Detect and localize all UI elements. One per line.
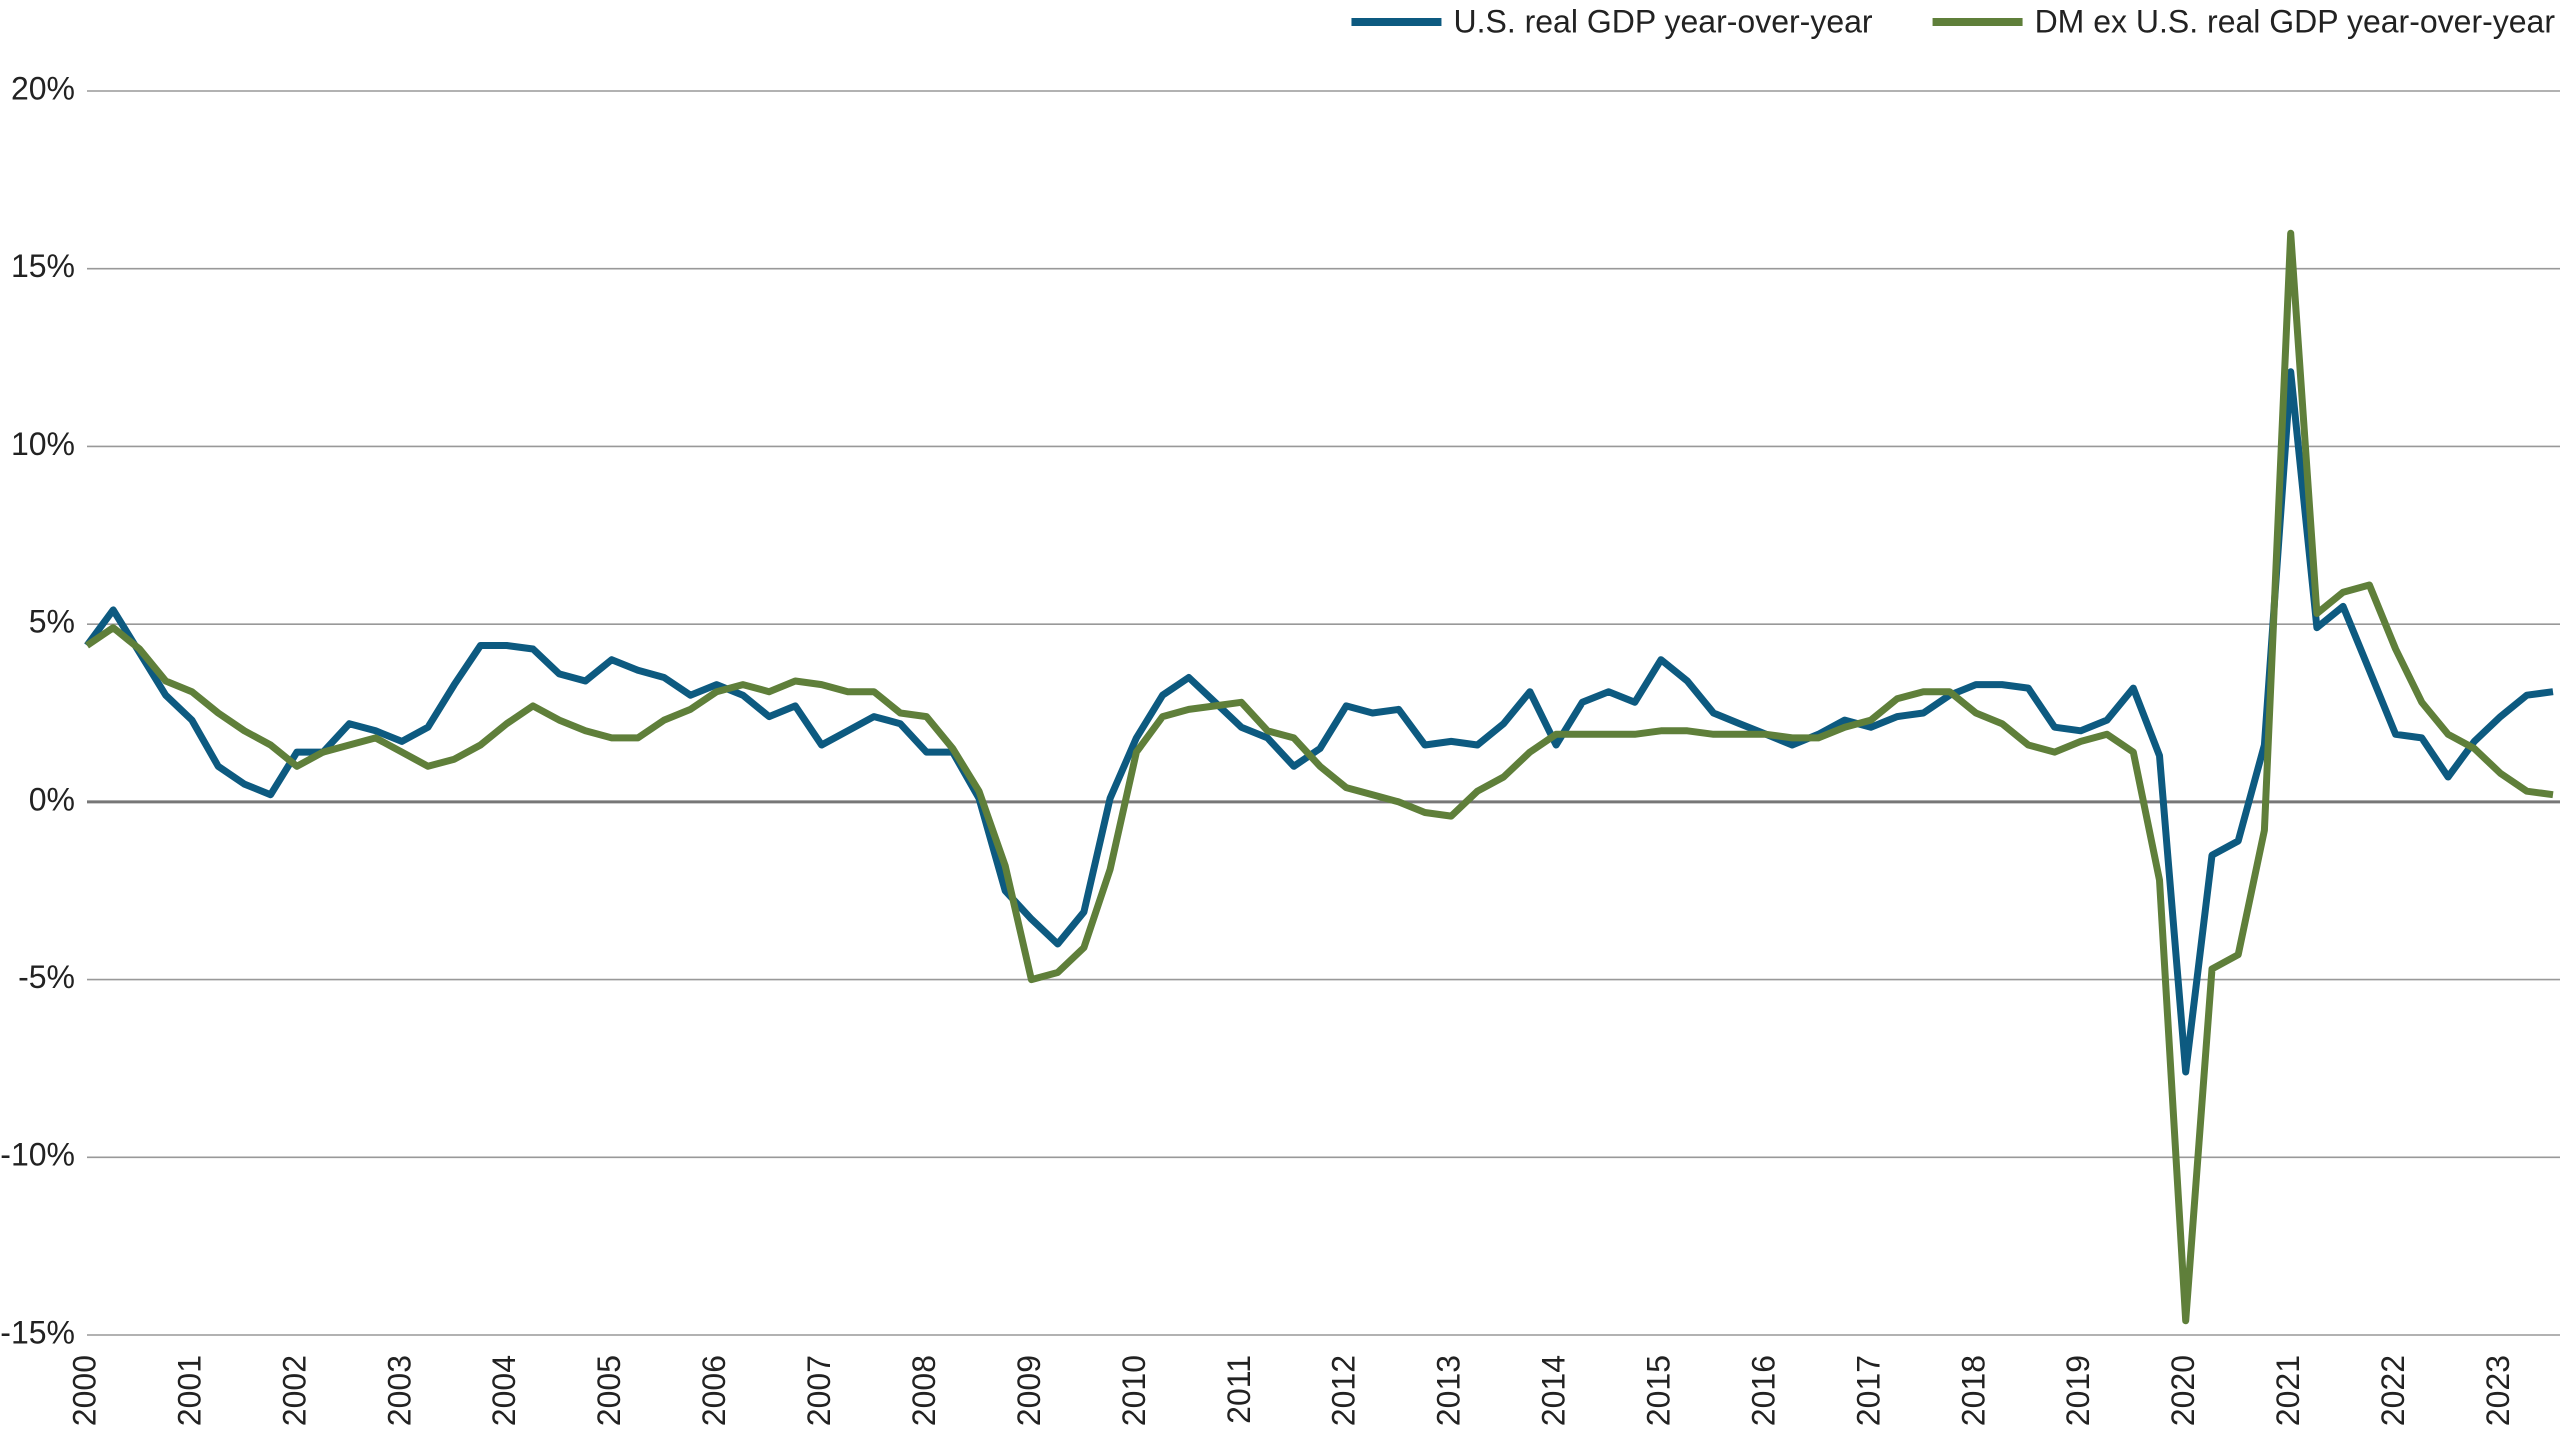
x-tick-label: 2020 [2165,1355,2201,1426]
x-tick-label: 2018 [1955,1355,1991,1426]
x-tick-label: 2010 [1116,1355,1152,1426]
legend-label: U.S. real GDP year-over-year [1453,3,1872,39]
x-tick-label: 2006 [696,1355,732,1426]
y-tick-label: 20% [11,70,75,106]
x-tick-label: 2003 [381,1355,417,1426]
x-tick-label: 2007 [801,1355,837,1426]
x-tick-label: 2023 [2480,1355,2516,1426]
x-tick-label: 2011 [1221,1355,1257,1424]
x-tick-label: 2000 [66,1355,102,1426]
x-tick-label: 2004 [486,1355,522,1426]
x-tick-label: 2005 [591,1355,627,1426]
y-tick-label: 5% [29,604,75,640]
x-tick-label: 2021 [2270,1355,2306,1426]
series-line [84,368,2554,1076]
x-tick-label: 2001 [171,1355,207,1426]
series-line [85,229,2554,1325]
x-tick-label: 2012 [1326,1355,1362,1426]
x-tick-label: 2017 [1850,1355,1886,1426]
y-tick-label: 15% [11,248,75,284]
x-tick-label: 2002 [276,1355,312,1426]
y-tick-label: -5% [18,959,75,995]
x-tick-label: 2015 [1640,1355,1676,1426]
y-tick-label: 0% [29,781,75,817]
legend-label: DM ex U.S. real GDP year-over-year [2035,3,2556,39]
x-tick-label: 2009 [1011,1355,1047,1426]
x-tick-label: 2014 [1536,1355,1572,1426]
x-tick-label: 2019 [2060,1355,2096,1426]
x-tick-label: 2016 [1745,1355,1781,1426]
y-tick-label: -10% [0,1137,75,1173]
legend: DM ex U.S. real GDP year-over-year U.S. r… [1351,3,2555,39]
y-tick-label: 10% [11,426,75,462]
x-tick-label: 2008 [906,1355,942,1426]
y-tick-label: -15% [0,1314,75,1350]
x-tick-label: 2013 [1431,1355,1467,1426]
x-tick-label: 2022 [2375,1355,2411,1426]
